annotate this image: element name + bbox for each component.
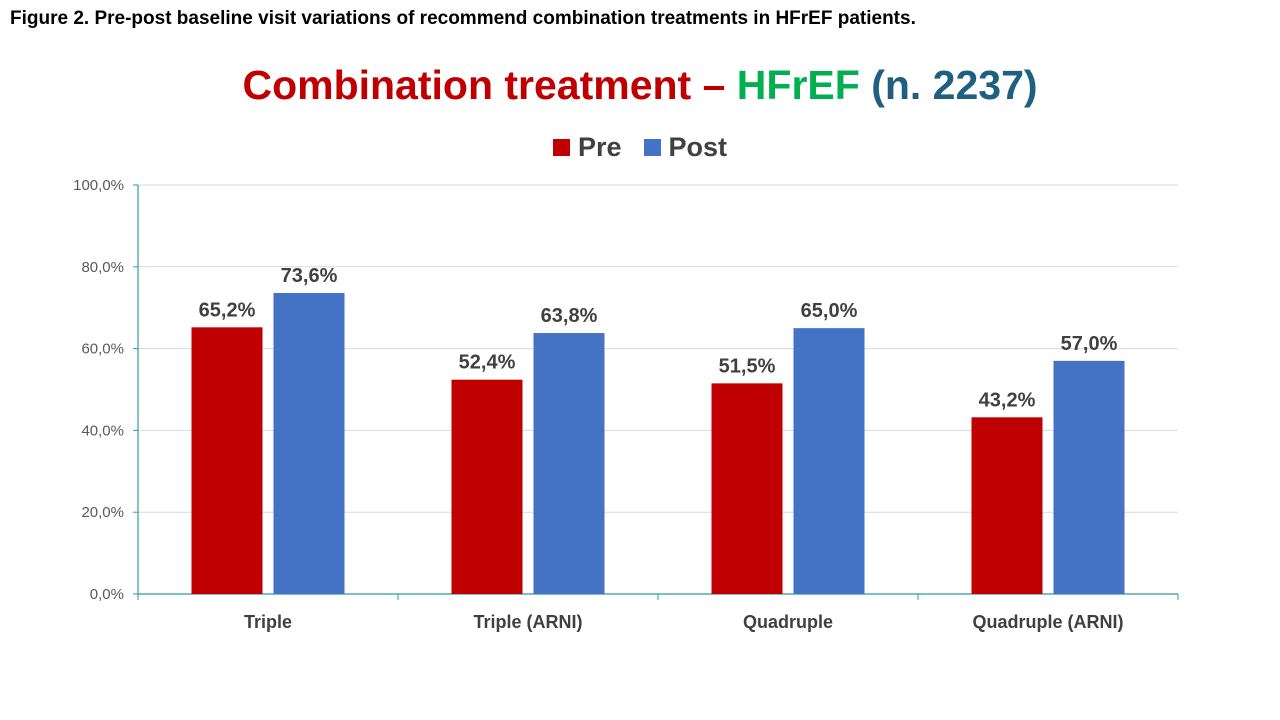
- chart-title: Combination treatment – HFrEF (n. 2237): [0, 62, 1280, 109]
- legend-item-pre: Pre: [552, 132, 622, 163]
- data-label-post-1: 63,8%: [541, 305, 598, 327]
- y-tick-label-20: 20,0%: [81, 504, 124, 521]
- legend-item-post: Post: [643, 132, 728, 163]
- y-tick-label-0: 0,0%: [90, 586, 124, 603]
- legend-label-pre: Pre: [577, 132, 622, 162]
- bar-pre-2: [711, 383, 783, 594]
- category-label-0: Triple: [244, 612, 292, 632]
- bar-pre-3: [971, 417, 1043, 594]
- chart-title-part-treatment: Combination treatment –: [242, 62, 737, 108]
- bar-pre-0: [191, 327, 263, 594]
- y-tick-label-40: 40,0%: [81, 422, 124, 439]
- data-label-post-0: 73,6%: [281, 265, 338, 287]
- bar-post-2: [793, 328, 865, 594]
- bar-pre-1: [451, 379, 523, 594]
- figure-caption: Figure 2. Pre-post baseline visit variat…: [10, 8, 916, 29]
- legend-swatch-post: [643, 139, 661, 156]
- chart-title-part-count: (n. 2237): [859, 62, 1038, 108]
- legend-label-post: Post: [668, 132, 728, 162]
- data-label-pre-2: 51,5%: [719, 355, 776, 377]
- data-label-post-2: 65,0%: [801, 300, 858, 322]
- legend-swatch-pre: [552, 139, 570, 156]
- y-tick-label-80: 80,0%: [81, 259, 124, 276]
- data-label-pre-1: 52,4%: [459, 352, 516, 374]
- y-tick-label-100: 100,0%: [73, 177, 124, 194]
- category-label-1: Triple (ARNI): [473, 612, 582, 632]
- data-label-pre-3: 43,2%: [979, 389, 1036, 411]
- bar-post-0: [273, 292, 345, 594]
- category-label-2: Quadruple: [743, 612, 833, 632]
- bar-post-1: [533, 333, 605, 594]
- y-tick-label-60: 60,0%: [81, 341, 124, 358]
- chart-legend: Pre Post: [0, 132, 1280, 163]
- chart-title-part-hfref: HFrEF: [736, 62, 860, 108]
- data-label-pre-0: 65,2%: [199, 299, 256, 321]
- category-label-3: Quadruple (ARNI): [973, 612, 1124, 632]
- data-label-post-3: 57,0%: [1061, 333, 1118, 355]
- bar-post-3: [1053, 360, 1125, 594]
